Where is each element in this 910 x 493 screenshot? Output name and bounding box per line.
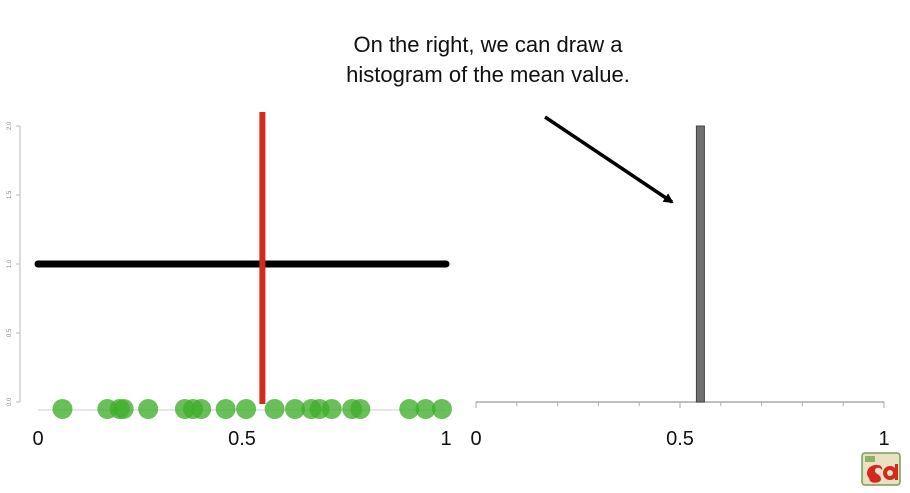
- right-x-tick-labels: 0 0.5 1: [470, 428, 889, 450]
- data-point: [191, 399, 212, 419]
- data-point: [321, 399, 342, 419]
- annotation-arrow: [544, 115, 674, 204]
- data-point: [215, 399, 236, 419]
- histogram-bar: [695, 125, 705, 403]
- x-tick-label: 1: [440, 428, 451, 450]
- data-point: [236, 399, 257, 419]
- data-point: [399, 399, 420, 419]
- right-histogram-panel: 0 0.5 1: [470, 125, 890, 450]
- histogram-bars: [695, 125, 705, 403]
- x-tick-label: 1: [878, 428, 889, 450]
- data-point: [138, 399, 159, 419]
- right-x-axis: [475, 402, 885, 408]
- y-tick-label: 1.0: [7, 259, 13, 268]
- data-point: [415, 399, 436, 419]
- y-tick-label: 2.0: [7, 121, 13, 130]
- data-points: [52, 399, 452, 419]
- data-point: [431, 399, 452, 419]
- left-x-tick-labels: 0 0.5 1: [32, 428, 451, 450]
- data-point: [113, 399, 134, 419]
- y-tick-label: 1.5: [7, 190, 13, 199]
- left-scatter-panel: 0.00.51.01.52.0 0 0.5 1: [7, 112, 452, 450]
- x-tick-label: 0: [32, 428, 43, 450]
- annotation-text: On the right, we can draw a histogram of…: [346, 32, 630, 87]
- left-y-tick-labels: 0.0 0.5 1.0 1.5 2.0: [7, 121, 20, 406]
- data-point: [264, 399, 285, 419]
- x-tick-label: 0: [470, 428, 481, 450]
- data-point: [350, 399, 371, 419]
- data-point: [285, 399, 306, 419]
- y-tick-label: 0.0: [7, 397, 13, 406]
- y-tick-label: 0.5: [7, 328, 13, 337]
- x-tick-label: 0.5: [666, 428, 694, 450]
- statquest-logo: [861, 452, 901, 486]
- x-tick-label: 0.5: [228, 428, 256, 450]
- data-point: [52, 399, 73, 419]
